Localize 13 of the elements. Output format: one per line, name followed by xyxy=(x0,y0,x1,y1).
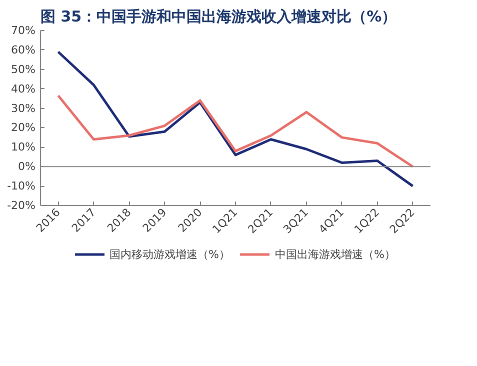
legend-label: 国内移动游戏增速（%） xyxy=(110,246,230,262)
y-tick-label: 30% xyxy=(11,102,36,115)
y-tick-label: -10% xyxy=(7,180,36,193)
y-tick-label: 10% xyxy=(11,140,36,154)
y-tick-label: 70% xyxy=(11,24,36,37)
y-tick-label: 60% xyxy=(11,43,36,56)
y-tick-label: 40% xyxy=(11,82,36,96)
chart-title: 图 35：中国手游和中国出海游戏收入增速对比（%） xyxy=(40,8,397,26)
y-tick-label: 0% xyxy=(18,160,36,174)
legend-label: 中国出海游戏增速（%） xyxy=(275,246,396,262)
y-tick-label: 50% xyxy=(11,62,36,76)
y-tick-label: 20% xyxy=(11,121,36,134)
y-tick-label: -20% xyxy=(7,199,36,212)
